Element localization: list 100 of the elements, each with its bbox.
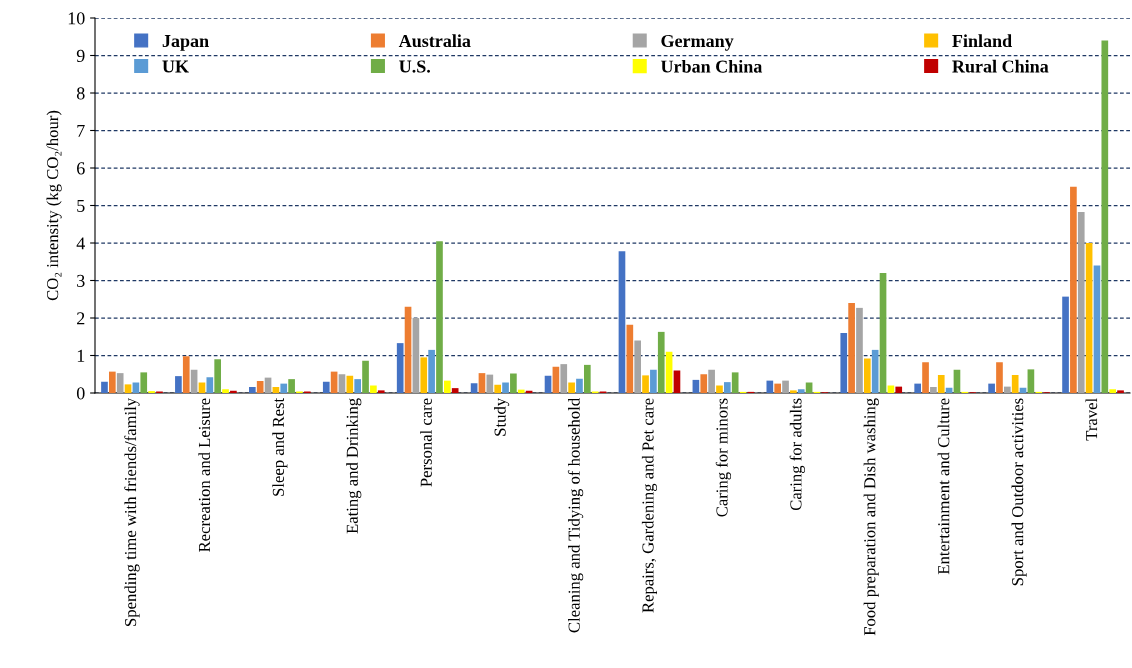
legend-label: Australia bbox=[398, 34, 471, 48]
x-tick-label: Eating and Drinking bbox=[346, 398, 362, 534]
bar bbox=[937, 375, 945, 393]
x-tick-label: Cleaning and Tidying of household bbox=[567, 398, 584, 633]
bar bbox=[510, 373, 517, 393]
bar bbox=[443, 380, 451, 393]
bar bbox=[362, 360, 369, 393]
x-tick-label: Recreation and Leisure bbox=[198, 398, 211, 552]
bar bbox=[175, 376, 182, 393]
y-tick-label: 5 bbox=[77, 199, 85, 212]
bar bbox=[774, 383, 782, 393]
bar bbox=[486, 374, 494, 393]
bar bbox=[642, 375, 649, 393]
bar bbox=[797, 389, 805, 393]
y-tick-label: 4 bbox=[76, 237, 85, 250]
bar bbox=[1011, 375, 1019, 393]
bar bbox=[1027, 369, 1035, 393]
x-tick-label: Personal care bbox=[420, 398, 432, 487]
bar bbox=[731, 372, 739, 393]
y-tick-label: 6 bbox=[77, 162, 85, 175]
bar bbox=[782, 380, 789, 393]
y-tick-label: 7 bbox=[77, 124, 85, 137]
bar bbox=[412, 318, 420, 393]
bar bbox=[766, 380, 774, 393]
bar bbox=[428, 349, 435, 393]
bar bbox=[116, 373, 124, 393]
bar bbox=[1077, 211, 1085, 393]
bar bbox=[871, 349, 879, 393]
bar bbox=[420, 357, 428, 393]
bar bbox=[346, 375, 354, 393]
y-tick-label: 9 bbox=[76, 49, 85, 62]
bar bbox=[895, 386, 903, 393]
bar bbox=[634, 340, 642, 393]
bar bbox=[790, 390, 797, 393]
bar bbox=[140, 372, 148, 393]
bar bbox=[914, 383, 922, 393]
bar bbox=[322, 381, 330, 393]
bar bbox=[716, 385, 723, 393]
bar bbox=[494, 384, 502, 393]
bar bbox=[576, 378, 583, 393]
x-tick-label: Sleep and Rest bbox=[272, 397, 288, 496]
x-tick-label: Entertainment and Culture bbox=[937, 398, 950, 575]
bar bbox=[377, 390, 385, 393]
bar bbox=[930, 387, 937, 393]
bar bbox=[248, 387, 256, 393]
bar bbox=[1101, 40, 1109, 393]
bar bbox=[568, 382, 575, 393]
bar bbox=[338, 374, 346, 393]
y-tick-label: 2 bbox=[77, 312, 85, 325]
legend-label: Germany bbox=[661, 34, 734, 51]
y-tick-label: 3 bbox=[77, 274, 85, 287]
bar bbox=[1117, 390, 1124, 393]
bar bbox=[863, 358, 871, 393]
y-axis-title: CO₂ intensity (kg CO₂/hour) bbox=[46, 110, 62, 301]
bar bbox=[1109, 389, 1117, 393]
y-tick-label: 1 bbox=[77, 349, 85, 362]
bar bbox=[856, 307, 863, 393]
bar bbox=[451, 388, 459, 393]
bar bbox=[470, 383, 478, 393]
bar bbox=[222, 389, 229, 393]
bar bbox=[101, 381, 108, 393]
bar bbox=[396, 343, 404, 393]
bar bbox=[124, 384, 132, 393]
bar bbox=[583, 364, 591, 393]
bar bbox=[206, 377, 214, 393]
bar bbox=[288, 379, 295, 393]
x-tick-label: Travel bbox=[1085, 398, 1098, 441]
x-tick-label: Repairs, Gardening and Pet care bbox=[641, 398, 658, 613]
bar bbox=[879, 273, 887, 393]
bar bbox=[370, 385, 377, 393]
bar bbox=[618, 251, 626, 393]
legend-label: Japan bbox=[162, 35, 209, 51]
bar bbox=[848, 303, 855, 393]
y-tick-label: 0 bbox=[76, 387, 85, 400]
bar bbox=[626, 324, 634, 393]
bar bbox=[988, 383, 995, 393]
x-tick-label: Caring for minors bbox=[715, 398, 732, 517]
x-tick-label: Spending time with friends/family bbox=[124, 397, 140, 626]
bar bbox=[272, 387, 280, 393]
legend-label: Urban China bbox=[660, 59, 763, 73]
bar bbox=[214, 359, 222, 393]
bar bbox=[436, 241, 443, 393]
x-tick-label: Sport and Outdoor activities bbox=[1011, 398, 1027, 586]
bar bbox=[1070, 186, 1077, 393]
bar bbox=[256, 381, 264, 393]
bar bbox=[1093, 265, 1101, 393]
bar bbox=[840, 333, 848, 393]
bar bbox=[560, 364, 568, 393]
bar bbox=[1003, 386, 1011, 393]
x-tick-label: Caring for adults bbox=[789, 398, 805, 511]
bar bbox=[723, 382, 731, 393]
legend-label: Finland bbox=[952, 34, 1012, 48]
bar bbox=[922, 362, 929, 393]
bar bbox=[502, 382, 509, 393]
y-tick-label: 8 bbox=[76, 87, 85, 100]
bar bbox=[657, 331, 665, 393]
legend-label: Rural China bbox=[952, 59, 1049, 73]
bar bbox=[230, 390, 237, 393]
bar bbox=[1062, 296, 1069, 393]
bar bbox=[708, 369, 715, 393]
